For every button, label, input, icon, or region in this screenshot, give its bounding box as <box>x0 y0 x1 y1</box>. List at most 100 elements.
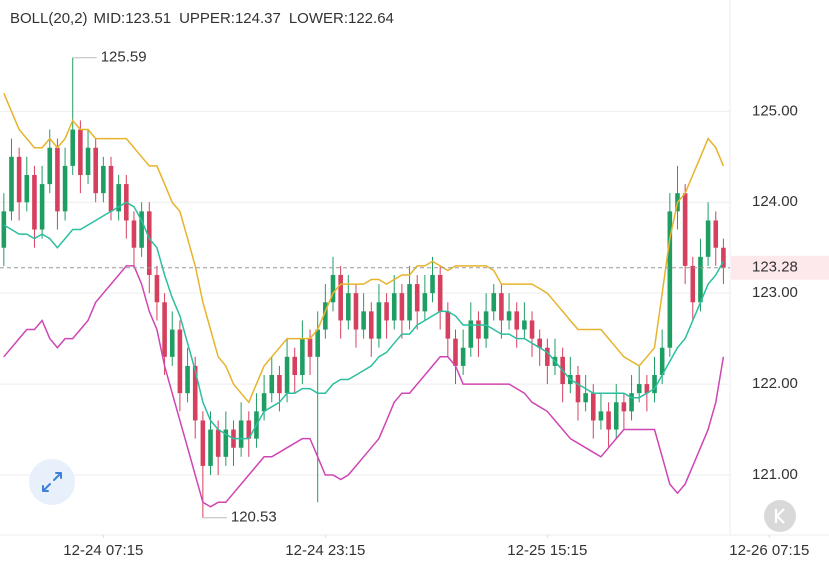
x-tick-label: 12-26 07:15 <box>729 542 809 559</box>
candle-body <box>361 311 366 330</box>
band-line <box>3 201 725 440</box>
candle-body <box>200 420 206 466</box>
candle-body <box>215 429 221 457</box>
candle-body <box>185 365 190 394</box>
candle-body <box>323 302 328 330</box>
candle-body <box>1 211 7 248</box>
candle-body <box>269 375 275 394</box>
candle-body <box>246 420 252 439</box>
candle-body <box>384 302 389 321</box>
legend-entry: MID:123.51 <box>94 10 172 27</box>
candle-body <box>414 284 420 312</box>
indicator-title: BOLL(20,2) <box>10 10 88 27</box>
candle-body <box>315 329 320 357</box>
candle-body <box>139 211 144 248</box>
candle-body <box>16 156 22 203</box>
candle-body <box>353 293 359 330</box>
candle-body <box>476 320 481 339</box>
candle-body <box>529 320 535 339</box>
candle-body <box>407 284 412 321</box>
low-marker-label: 120.53 <box>231 509 277 526</box>
candle-body <box>70 129 76 166</box>
candle-body <box>713 220 719 248</box>
candle-body <box>506 311 512 321</box>
candle-body <box>698 256 703 303</box>
candle-body <box>376 302 382 339</box>
expand-button[interactable] <box>29 459 75 505</box>
candle-body <box>629 393 634 412</box>
legend-entry: LOWER:122.64 <box>289 10 394 27</box>
candle-body <box>499 293 504 321</box>
candle-body <box>154 275 160 303</box>
candle-body <box>644 384 650 394</box>
candle-body <box>468 320 474 348</box>
candle-body <box>238 420 244 448</box>
expand-icon <box>42 472 62 492</box>
candle-body <box>721 247 726 268</box>
plot: 121.00 122.00 123.00 124.00 125.00 12-24 07:1… <box>0 49 829 559</box>
y-tick-label: 125.00 <box>752 102 798 119</box>
candle-body <box>522 320 527 330</box>
last-price-label: 123.28 <box>752 259 798 276</box>
candle-body <box>39 184 45 230</box>
candle-body <box>284 356 290 394</box>
candle-body <box>391 293 397 321</box>
candle-body <box>32 175 37 230</box>
y-tick-label: 124.00 <box>752 193 798 210</box>
candle-body <box>162 302 167 357</box>
candle-body <box>146 211 152 275</box>
candle-body <box>514 311 520 330</box>
y-tick-label: 123.00 <box>752 284 798 301</box>
candle-body <box>598 411 604 421</box>
candle-body <box>330 275 336 303</box>
candle-body <box>460 347 466 366</box>
candle-body <box>177 329 183 394</box>
candle-body <box>223 429 229 457</box>
last-price-box <box>731 255 829 280</box>
candle-body <box>430 275 435 294</box>
candle-body <box>399 293 405 321</box>
candle-body <box>78 129 83 175</box>
candle-body <box>667 211 673 348</box>
candle-body <box>705 220 711 257</box>
candle-body <box>85 147 91 175</box>
candle-body <box>277 375 282 394</box>
candle-body <box>491 293 497 312</box>
candle-body <box>636 384 642 394</box>
candle-body <box>62 165 68 212</box>
candle-body <box>116 184 121 212</box>
candle-body <box>682 193 688 266</box>
x-tick-label: 12-24 07:15 <box>63 542 143 559</box>
candle-body <box>613 402 619 430</box>
candle-body <box>300 338 305 375</box>
y-tick-label: 122.00 <box>752 375 798 392</box>
candle-body <box>590 393 596 421</box>
candle-body <box>437 275 443 312</box>
candle-body <box>652 375 657 394</box>
button-bg <box>29 459 75 505</box>
back-button[interactable] <box>764 500 796 532</box>
candle-body <box>101 165 106 194</box>
candle-body <box>307 338 313 357</box>
candle-body <box>292 356 298 375</box>
candle-body <box>131 220 137 248</box>
candle-body <box>338 275 343 321</box>
candle-body <box>55 147 60 212</box>
candle-body <box>659 347 665 375</box>
y-tick-label: 121.00 <box>752 466 798 483</box>
candle-body <box>261 393 267 412</box>
candle-body <box>169 329 175 357</box>
candle-body <box>108 165 114 212</box>
candle-body <box>208 429 213 466</box>
candle-body <box>445 311 451 339</box>
candle-body <box>583 393 588 403</box>
candle-body <box>93 147 98 194</box>
x-tick-label: 12-25 15:15 <box>507 542 587 559</box>
legend-entry: UPPER:124.37 <box>179 10 281 27</box>
candle-body <box>24 175 30 203</box>
candle-body <box>575 375 581 403</box>
candle-body <box>422 293 428 312</box>
band-line <box>3 265 725 508</box>
